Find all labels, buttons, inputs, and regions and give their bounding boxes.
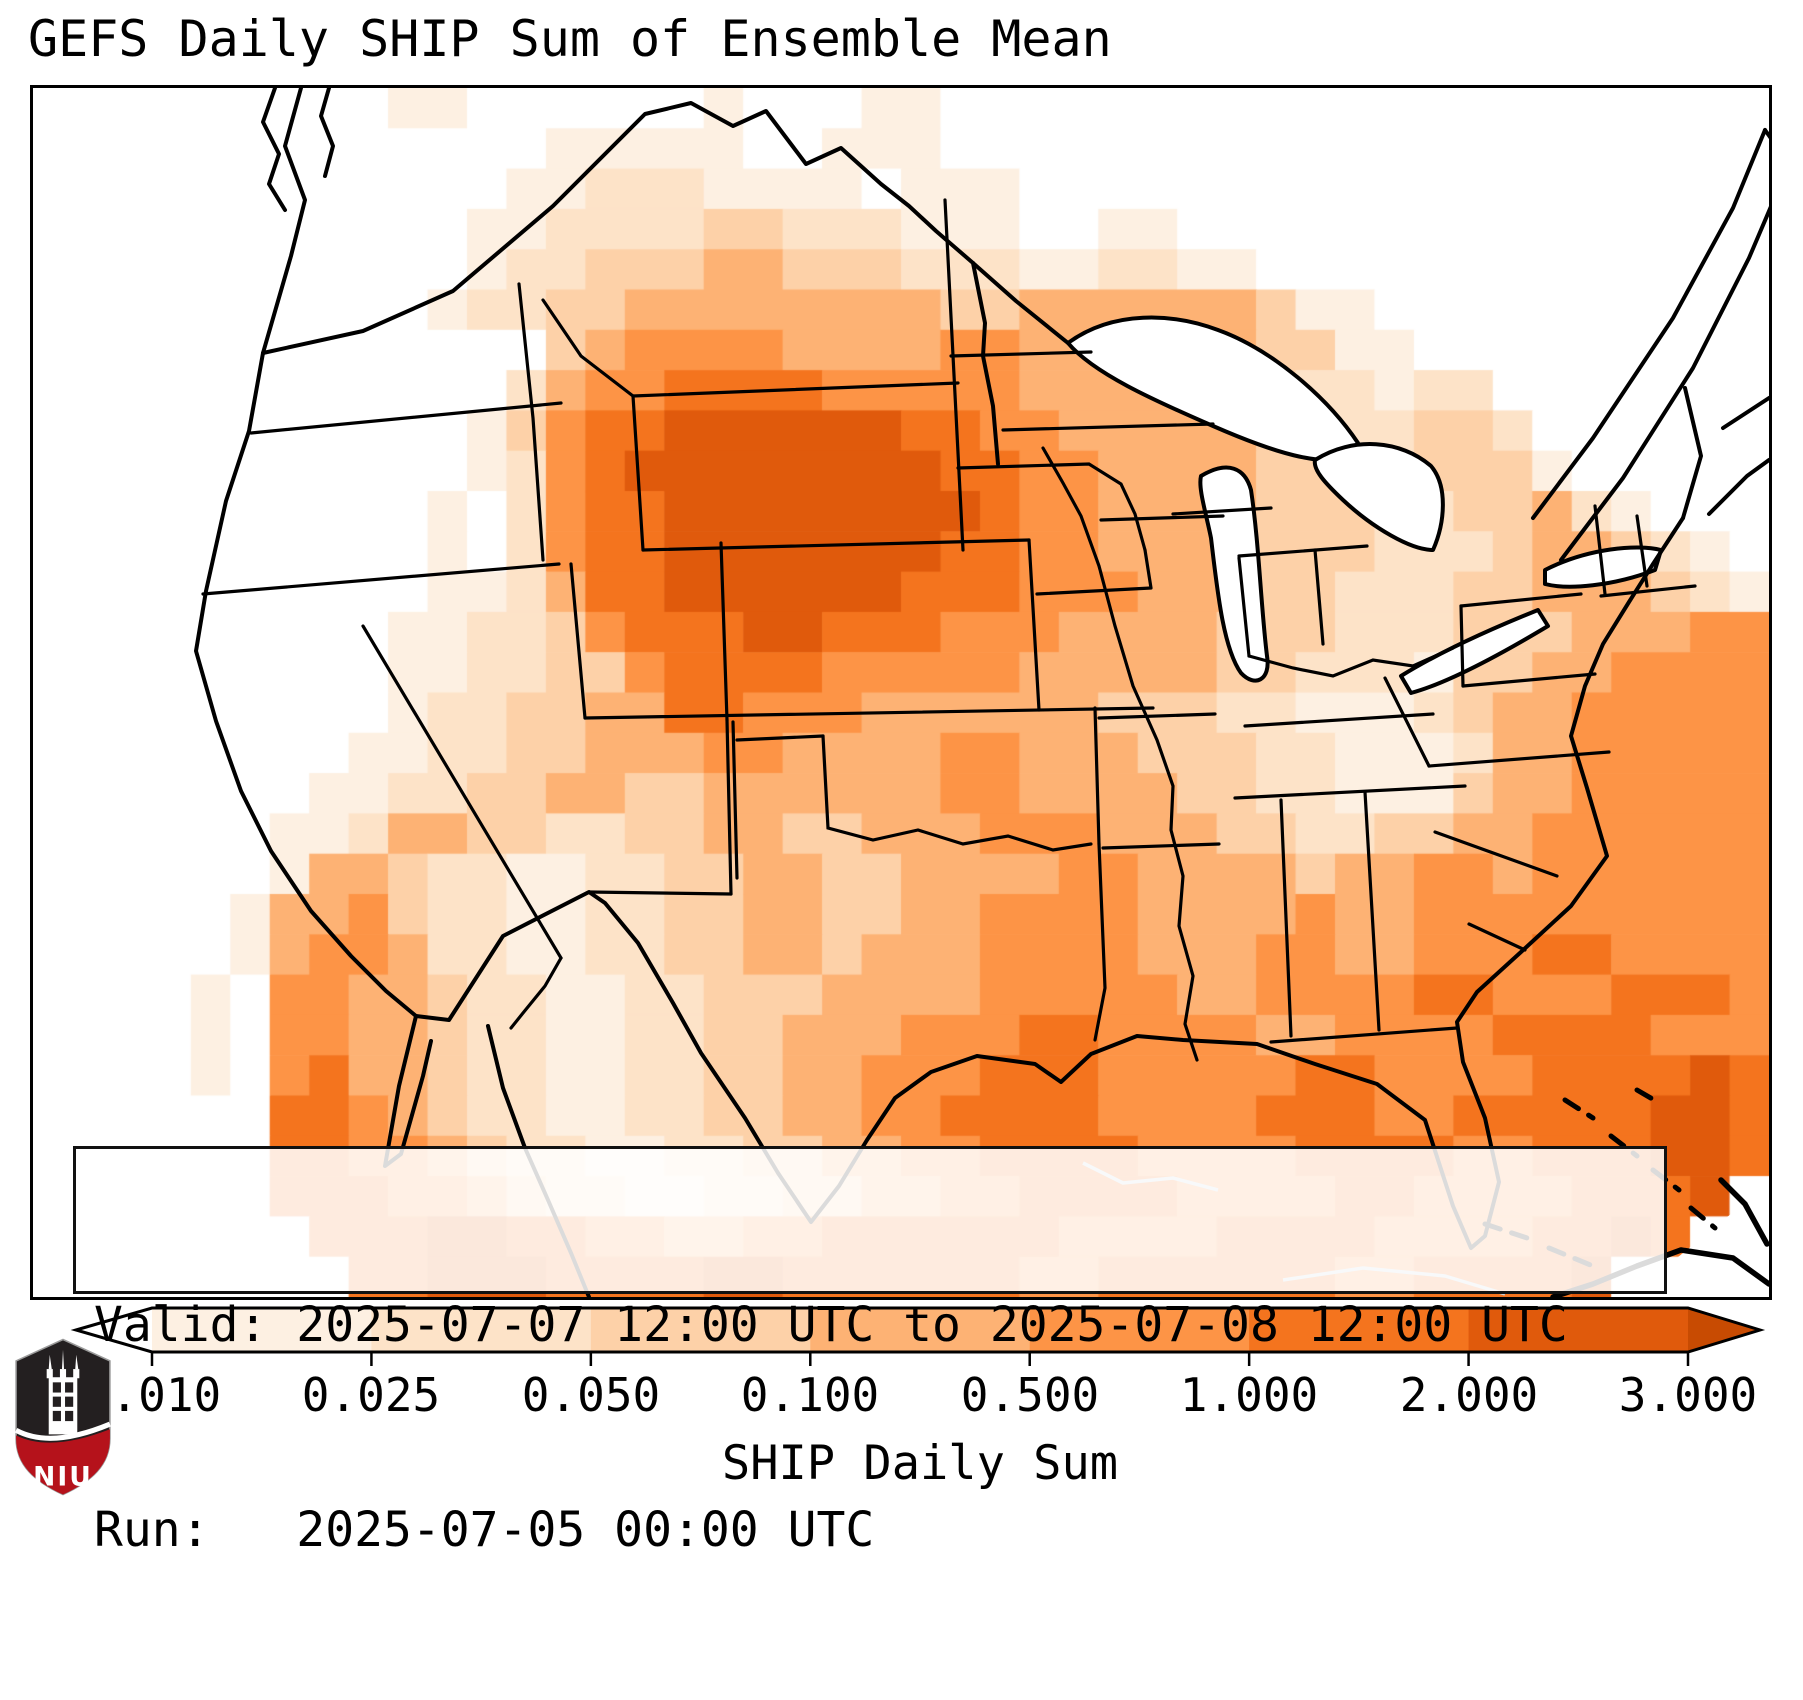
niu-shield-swoosh	[14, 1421, 111, 1441]
colorbar-tick-label: 0.050	[521, 1368, 661, 1422]
vancouver-island-coast	[261, 88, 335, 212]
colorbar-tick-label: 2.000	[1399, 1368, 1539, 1422]
gaspe-peninsula	[1763, 128, 1769, 140]
niu-shield-red-band	[16, 1429, 110, 1495]
colorbar-under-arrow	[76, 1308, 152, 1352]
colorbar-segment	[810, 1308, 1031, 1352]
great-lakes	[1066, 315, 1663, 695]
colorbar-tick-label: 3.000	[1618, 1368, 1758, 1422]
colorbar	[70, 1306, 1766, 1366]
colorbar-segment	[590, 1308, 811, 1352]
colorbar-over-arrow	[1688, 1308, 1760, 1352]
atlantic-gulf-coast	[414, 516, 1685, 1250]
niu-tower-windows	[52, 1382, 74, 1422]
colorbar-tick-label: 0.100	[740, 1368, 880, 1422]
niu-logo: NIU	[14, 1338, 111, 1496]
lake-huron	[1312, 442, 1445, 552]
nova-scotia-coast	[1707, 396, 1769, 516]
lake-superior	[1066, 315, 1365, 463]
colorbar-tick-label: 0.500	[960, 1368, 1100, 1422]
niu-logo-text: NIU	[33, 1461, 93, 1492]
coastlines	[194, 88, 1769, 1297]
state-borders	[201, 198, 1697, 1062]
lake-michigan	[1198, 465, 1270, 683]
colorbar-tick-label: 0.025	[301, 1368, 441, 1422]
run-time-text: Run: 2025-07-05 00:00 UTC	[94, 1501, 875, 1558]
valid-run-info-box: Valid: 2025-07-07 12:00 UTC to 2025-07-0…	[73, 1146, 1667, 1558]
colorbar-segment	[152, 1308, 372, 1352]
st-lawrence-north-shore	[1531, 128, 1767, 520]
red-river-border	[971, 261, 1000, 466]
colorbar-axis-label: SHIP Daily Sum	[721, 1436, 1119, 1491]
baja-california-coast	[383, 1014, 433, 1168]
colorbar-ticks	[150, 1352, 1690, 1366]
colorbar-segments	[152, 1308, 1689, 1352]
map-panel: Valid: 2025-07-07 12:00 UTC to 2025-07-0…	[30, 85, 1772, 1558]
valid-time-text: Valid: 2025-07-07 12:00 UTC to 2025-07-0…	[94, 1297, 1568, 1354]
basemap-overlay	[194, 88, 1769, 1297]
colorbar-segment	[371, 1308, 592, 1352]
colorbar-segment	[1249, 1308, 1470, 1352]
weather-figure-page: { "title": "GEFS Daily SHIP Sum of Ensem…	[14, 10, 1772, 1558]
st-lawrence-south-shore	[1559, 206, 1769, 562]
colorbar-tick-label: 1.000	[1179, 1368, 1319, 1422]
colorbar-segment	[1029, 1308, 1250, 1352]
colorbar-segment	[1468, 1308, 1689, 1352]
canada-border	[261, 101, 1070, 355]
page-title: GEFS Daily SHIP Sum of Ensemble Mean	[28, 10, 1112, 68]
pacific-coast	[194, 88, 418, 1018]
maine-new-brunswick-border	[1681, 386, 1703, 520]
